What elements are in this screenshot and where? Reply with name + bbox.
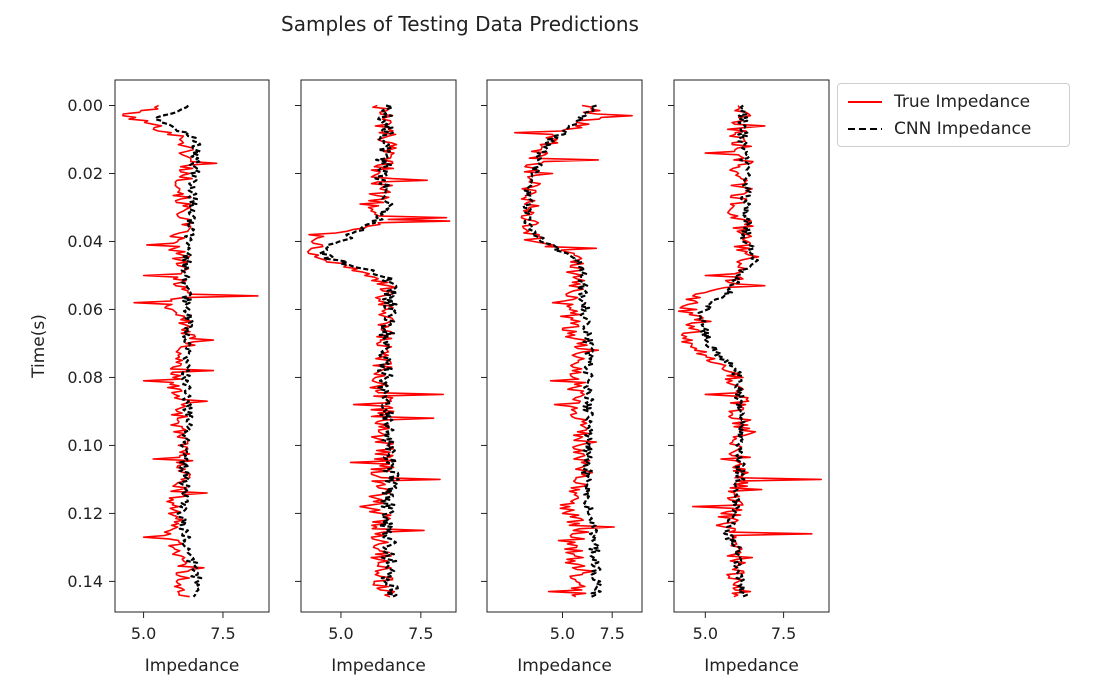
legend-line-cnn-icon [848, 128, 882, 130]
cnn-impedance-line [154, 104, 203, 598]
legend-item-cnn: CNN Impedance [848, 117, 1031, 141]
x-tick-label: 5.0 [328, 624, 353, 643]
y-tick-label: 0.04 [67, 232, 103, 251]
y-tick-label: 0.12 [67, 504, 103, 523]
y-tick-label: 0.00 [67, 96, 103, 115]
x-axis-label: Impedance [145, 656, 240, 676]
x-tick-label: 5.0 [550, 624, 575, 643]
x-axis-label: Impedance [517, 656, 612, 676]
y-tick-label: 0.06 [67, 300, 103, 319]
panel-frame [114, 79, 270, 613]
panel-frame [673, 79, 830, 613]
legend-item-true: True Impedance [848, 90, 1030, 114]
y-tick-label: 0.14 [67, 572, 103, 591]
panel-frame [486, 79, 643, 613]
y-axis-label: Time(s) [29, 314, 49, 379]
cnn-impedance-line [318, 104, 400, 598]
panel-frame [300, 79, 457, 613]
true-impedance-line [122, 104, 259, 598]
true-impedance-line [306, 104, 451, 598]
legend-label-cnn: CNN Impedance [894, 119, 1032, 139]
legend-line-true-icon [848, 101, 882, 103]
x-axis-label: Impedance [704, 656, 799, 676]
x-tick-label: 7.5 [210, 624, 235, 643]
chart-title: Samples of Testing Data Predictions [281, 12, 639, 36]
cnn-impedance-line [697, 104, 759, 598]
x-tick-label: 5.0 [131, 624, 156, 643]
y-tick-label: 0.10 [67, 436, 103, 455]
x-tick-label: 7.5 [599, 624, 624, 643]
true-impedance-line [677, 105, 823, 598]
cnn-impedance-line [522, 104, 602, 598]
legend: True Impedance CNN Impedance [837, 83, 1070, 147]
legend-label-true: True Impedance [894, 92, 1031, 112]
x-tick-label: 7.5 [408, 624, 433, 643]
y-tick-label: 0.02 [67, 164, 103, 183]
x-tick-label: 5.0 [693, 624, 718, 643]
x-axis-label: Impedance [331, 656, 426, 676]
y-tick-label: 0.08 [67, 368, 103, 387]
x-tick-label: 7.5 [771, 624, 796, 643]
